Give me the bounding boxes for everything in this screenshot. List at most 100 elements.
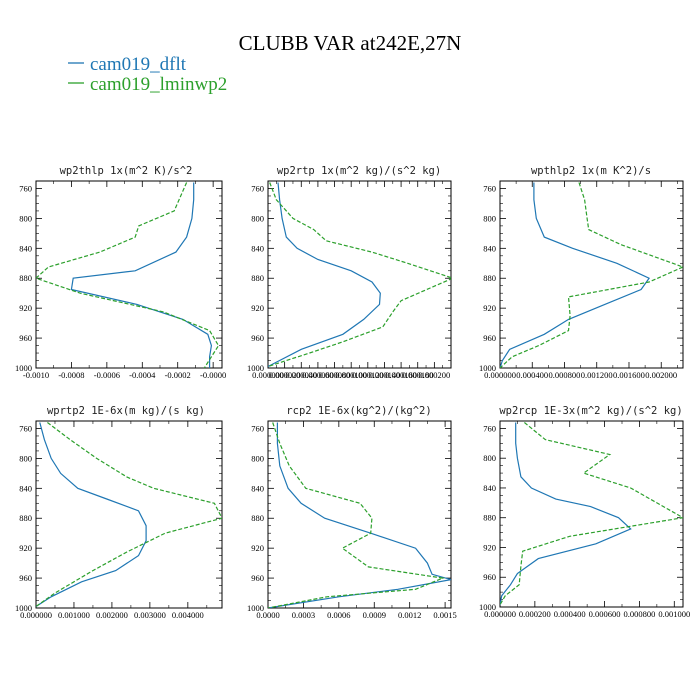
series-line-cam019_lminwp2 [500,422,683,606]
x-tick-label: 0.000400 [516,370,548,380]
x-tick-label: 0.000800 [623,609,655,619]
legend-label-dflt: cam019_dflt [90,54,187,75]
y-tick-label: 880 [251,273,264,283]
y-tick-label: 1000 [247,603,264,613]
plot-frame [267,420,452,609]
plot-frame [35,420,223,609]
x-tick-label: 0.000800 [549,370,581,380]
x-tick-label: 0.0015 [433,610,456,620]
x-tick-label: 0.0006 [327,610,350,620]
series-line-cam019_lminwp2 [268,422,445,608]
y-tick-label: 760 [251,423,264,433]
x-tick-label: 0.000020 [269,370,301,380]
y-tick-label: 1000 [15,363,32,373]
panel-wp2rcp: wp2rcp 1E-3x(m^2 kg)/(s^2 kg) 760 800 840 8… [479,405,690,619]
y-tick-label: 840 [19,483,32,493]
panel-wp2rtp: wp2rtp 1x(m^2 kg)/(s^2 kg) 760 800 840 880 9… [247,165,452,380]
x-tick-label: 0.000000 [484,370,516,380]
x-tick-label: 0.000140 [369,370,401,380]
y-tick-label: 840 [483,483,496,493]
x-tick-label: 0.000400 [554,609,586,619]
y-tick-label: 880 [19,513,32,523]
y-tick-label: 800 [483,453,496,463]
x-tick-label: 0.0009 [363,610,386,620]
y-tick-label: 840 [19,243,32,253]
series-line-cam019_dflt [500,182,651,368]
y-tick-label: 840 [483,243,496,253]
x-tick-label: -0.0008 [58,370,84,380]
plot-frame [499,180,684,369]
x-tick-label: 0.000200 [519,609,551,619]
x-tick-label: 0.000080 [319,370,351,380]
y-tick-label: 1000 [479,363,496,373]
x-tick-label: 0.0000 [256,610,279,620]
y-tick-label: 960 [251,333,264,343]
y-tick-label: 960 [19,573,32,583]
x-tick-label: 0.000100 [335,370,367,380]
panel-title: wp2thlp 1x(m^2 K)/s^2 [60,165,193,177]
panel-title: wprtp2 1E-6x(m kg)/(s kg) [47,405,205,417]
plot-frame [35,180,223,369]
x-tick-label: -0.0010 [23,370,49,380]
figure-title: CLUBB VAR at242E,27N [239,31,462,55]
y-tick-label: 880 [251,513,264,523]
x-tick-label: 0.002000 [645,370,677,380]
series-line-cam019_dflt [500,422,632,605]
y-tick-label: 960 [19,333,32,343]
x-tick-label: 0.001000 [58,610,90,620]
y-tick-label: 920 [251,303,264,313]
y-tick-label: 920 [483,542,496,552]
legend-label-lminwp2: cam019_lminwp2 [90,74,227,95]
x-tick-label: 0.004000 [172,610,204,620]
y-tick-label: 760 [483,183,496,193]
panel-wpthlp2: wpthlp2 1x(m K^2)/s 760 800 840 880 920 960 10… [479,165,684,380]
panel-title: wp2rcp 1E-3x(m^2 kg)/(s^2 kg) [499,405,682,417]
panel-wp2thlp: wp2thlp 1x(m^2 K)/s^2 760 800 840 880 920 960… [15,165,226,380]
series-line-cam019_lminwp2 [268,182,451,368]
x-tick-label: -0.0004 [129,370,156,380]
y-tick-label: 760 [251,183,264,193]
y-tick-label: 920 [19,543,32,553]
y-tick-label: 760 [19,423,32,433]
y-tick-label: 1000 [247,363,264,373]
y-tick-label: 960 [483,572,496,582]
y-tick-label: 800 [251,213,264,223]
legend: cam019_dflt cam019_lminwp2 [68,54,227,95]
x-tick-label: -0.0006 [94,370,120,380]
y-tick-label: 760 [19,183,32,193]
x-tick-label: 0.0003 [292,610,315,620]
y-tick-label: 800 [19,453,32,463]
y-tick-label: 920 [251,543,264,553]
y-tick-label: 960 [483,333,496,343]
y-tick-label: 840 [251,243,264,253]
x-tick-label: 0.002000 [96,610,128,620]
series-line-cam019_dflt [268,182,381,368]
x-tick-label: 0.001200 [581,370,613,380]
series-line-cam019_lminwp2 [36,182,220,368]
x-tick-label: 0.003000 [134,610,166,620]
y-tick-label: 1000 [15,603,32,613]
x-tick-label: 0.001600 [613,370,645,380]
y-tick-label: 800 [483,213,496,223]
x-tick-label: 0.000160 [385,370,417,380]
plot-frame [499,420,684,608]
y-tick-label: 920 [19,303,32,313]
y-tick-label: 880 [19,273,32,283]
x-tick-label: 0.000120 [352,370,384,380]
panel-title: wpthlp2 1x(m K^2)/s [531,165,651,177]
y-tick-label: 920 [483,303,496,313]
series-line-cam019_lminwp2 [36,422,222,607]
series-line-cam019_dflt [36,422,147,608]
panel-title: wp2rtp 1x(m^2 kg)/(s^2 kg) [277,165,441,177]
x-tick-label: 0.000040 [285,370,317,380]
x-tick-label: 0.000000 [252,370,284,380]
x-tick-label: 0.0012 [398,610,421,620]
x-tick-label: 0.000600 [589,609,621,619]
y-tick-label: 880 [483,513,496,523]
x-tick-label: 0.000180 [402,370,434,380]
series-line-cam019_lminwp2 [500,182,683,368]
y-tick-label: 760 [483,423,496,433]
y-tick-label: 800 [19,213,32,223]
series-line-cam019_dflt [268,422,451,608]
